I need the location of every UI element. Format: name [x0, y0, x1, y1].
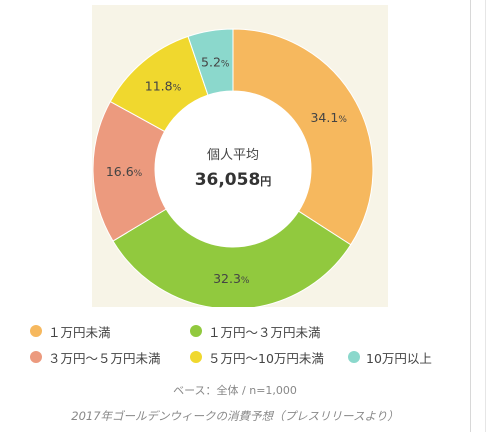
slice-label-1: 32.3%: [213, 271, 250, 286]
legend-item-30k-50k: ３万円〜５万円未満: [30, 348, 190, 367]
slice-label-4: 5.2%: [201, 54, 230, 69]
legend-label: ３万円〜５万円未満: [48, 350, 161, 366]
pie-slice-0: [232, 28, 374, 246]
legend-item-over-100k: 10万円以上: [348, 348, 432, 367]
legend-label: １万円〜３万円未満: [208, 324, 321, 340]
legend-swatch: [190, 325, 202, 337]
slice-label-2: 16.6%: [106, 164, 143, 179]
chart-panel: 34.1% 32.3% 16.6% 11.8% 5.2% 個人平均 36,058円: [92, 5, 388, 307]
legend-item-under-10k: １万円未満: [30, 322, 190, 341]
base-note: ベース：全体 / n=1,000: [173, 384, 297, 397]
legend-label: ５万円〜10万円未満: [208, 350, 324, 366]
slice-label-3: 11.8%: [145, 78, 182, 93]
chart-legend: １万円未満 １万円〜３万円未満 ３万円〜５万円未満 ５万円〜10万円未満 10万…: [30, 318, 470, 370]
legend-label: 10万円以上: [366, 350, 432, 366]
donut-chart: 34.1% 32.3% 16.6% 11.8% 5.2% 個人平均 36,058円: [92, 28, 374, 307]
legend-swatch: [30, 351, 42, 363]
legend-swatch: [30, 325, 42, 337]
page-divider-outer: [485, 0, 486, 432]
legend-item-50k-100k: ５万円〜10万円未満: [190, 348, 348, 367]
legend-label: １万円未満: [48, 324, 111, 340]
center-label: 個人平均: [207, 148, 259, 163]
legend-swatch: [348, 351, 360, 363]
donut-hole: [155, 91, 311, 247]
center-value: 36,058円: [195, 170, 272, 190]
slice-label-0: 34.1%: [310, 110, 347, 125]
legend-item-10k-30k: １万円〜３万円未満: [190, 322, 321, 341]
figure-caption: 2017年ゴールデンウィークの消費予想（プレスリリースより）: [71, 409, 399, 423]
page-divider: [470, 0, 471, 432]
legend-swatch: [190, 351, 202, 363]
